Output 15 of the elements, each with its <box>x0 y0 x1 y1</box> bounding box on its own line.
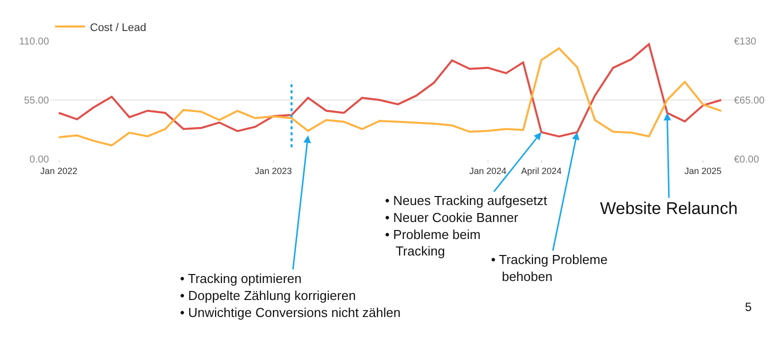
text: 5 <box>745 300 752 314</box>
annotation: • Tracking optimieren • Doppelte Zählung korrigieren • Unwichtige Conversions nicht zählen <box>180 271 401 320</box>
legend-label: Cost / Lead <box>90 22 146 34</box>
x-tick-label: Jan 2024 <box>469 166 506 176</box>
annotation: Website Relaunch <box>600 199 738 218</box>
y2-tick-label: €0.00 <box>734 154 760 166</box>
y2-tick-label: €65.00 <box>734 96 766 106</box>
x-tick-label: Jan 2023 <box>254 166 292 176</box>
x-tick-label: April 2024 <box>521 166 562 176</box>
x-tick-label: Jan 2022 <box>40 166 78 176</box>
y-tick-label: 0.00 <box>30 154 50 166</box>
y-tick-label: 110.00 <box>19 36 50 48</box>
y-tick-label: 55.00 <box>24 96 50 106</box>
x-tick-label: Jan 2025 <box>684 166 722 176</box>
y2-tick-label: €130 <box>734 36 757 48</box>
